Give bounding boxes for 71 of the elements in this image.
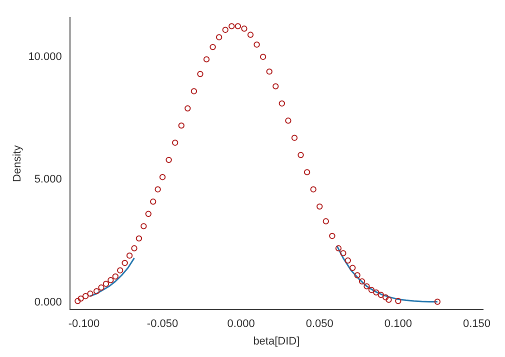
point <box>304 169 310 176</box>
point <box>386 296 392 303</box>
point <box>382 294 389 300</box>
point <box>298 152 304 158</box>
point <box>122 260 128 266</box>
point <box>203 56 210 62</box>
point <box>364 283 370 290</box>
point <box>131 245 138 252</box>
point <box>310 186 316 192</box>
point <box>260 54 266 60</box>
y-tick-label: 10.000 <box>28 50 62 63</box>
point <box>108 277 114 284</box>
point <box>150 198 156 205</box>
point <box>434 298 441 305</box>
x-tick-label: -0.100 <box>68 318 100 330</box>
point <box>87 290 94 297</box>
y-tick-label: 0.000 <box>34 296 62 308</box>
point <box>216 34 222 40</box>
point <box>136 235 142 242</box>
point <box>234 23 242 30</box>
point <box>159 174 166 180</box>
point <box>98 284 104 291</box>
x-axis-title: beta[DID] <box>253 335 300 348</box>
point <box>278 100 286 107</box>
y-tick-label: 5.000 <box>34 174 62 186</box>
point <box>74 298 81 304</box>
point <box>340 250 346 256</box>
point <box>184 105 191 112</box>
point <box>285 118 292 124</box>
point <box>102 280 110 287</box>
point <box>126 252 133 259</box>
point <box>335 245 342 252</box>
point <box>350 264 356 271</box>
x-tick-label: 0.150 <box>462 318 490 330</box>
x-tick-label: -0.050 <box>146 318 178 330</box>
point <box>247 32 254 38</box>
point <box>378 292 384 298</box>
point <box>322 218 330 224</box>
point <box>145 210 152 218</box>
point <box>329 232 336 240</box>
x-tick-label: 0.100 <box>384 318 412 330</box>
point <box>266 68 272 75</box>
point <box>166 156 172 164</box>
point <box>344 257 351 264</box>
point <box>210 44 216 50</box>
point <box>358 278 366 284</box>
point <box>272 83 279 90</box>
point <box>172 140 178 146</box>
point <box>112 273 118 280</box>
x-tick-label: 0.000 <box>227 318 255 330</box>
y-axis-title: Density <box>12 144 24 182</box>
point <box>140 223 147 230</box>
point <box>82 293 89 300</box>
point <box>395 298 402 304</box>
point <box>178 122 184 129</box>
point <box>93 288 100 294</box>
point <box>228 23 235 30</box>
x-tick-label: 0.050 <box>306 318 334 330</box>
point <box>368 286 375 294</box>
point <box>291 134 298 141</box>
point <box>254 41 260 48</box>
point <box>190 88 198 94</box>
point <box>354 272 360 278</box>
point <box>78 295 84 302</box>
point <box>373 289 380 296</box>
point <box>197 70 204 78</box>
point <box>154 186 161 192</box>
point <box>117 267 124 274</box>
point <box>316 203 323 210</box>
point <box>222 26 228 33</box>
point <box>241 26 248 32</box>
